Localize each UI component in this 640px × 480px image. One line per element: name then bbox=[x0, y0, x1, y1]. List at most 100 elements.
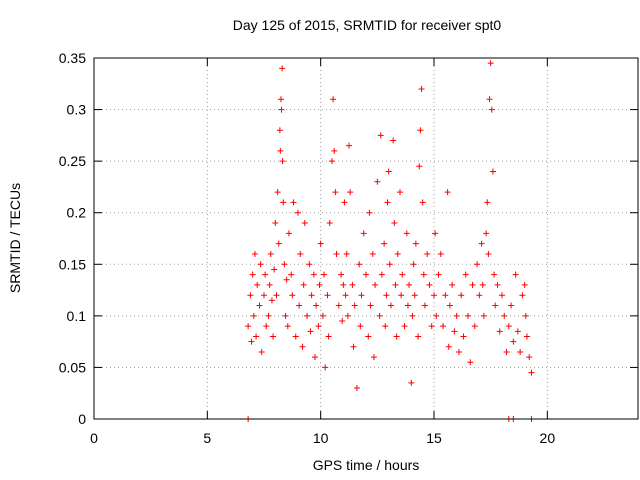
data-point bbox=[274, 189, 281, 196]
data-point bbox=[273, 292, 280, 299]
data-point bbox=[313, 302, 320, 309]
data-point bbox=[247, 292, 254, 299]
data-point bbox=[376, 312, 383, 319]
data-point bbox=[415, 333, 422, 340]
data-point bbox=[307, 328, 314, 335]
x-tick-label: 10 bbox=[313, 430, 329, 446]
data-point bbox=[306, 261, 313, 268]
data-point bbox=[289, 292, 296, 299]
data-point bbox=[343, 250, 350, 257]
data-point bbox=[344, 312, 351, 319]
data-point bbox=[437, 250, 444, 257]
data-point bbox=[275, 240, 282, 247]
data-point bbox=[341, 199, 348, 206]
data-point bbox=[285, 230, 292, 237]
data-point bbox=[329, 158, 335, 165]
data-point bbox=[326, 220, 333, 227]
data-point bbox=[484, 199, 491, 206]
data-point bbox=[406, 281, 413, 288]
data-point bbox=[248, 338, 255, 345]
data-point bbox=[432, 230, 439, 237]
data-point bbox=[508, 302, 515, 309]
data-point bbox=[478, 240, 485, 247]
y-tick-label: 0.3 bbox=[67, 102, 87, 118]
data-point bbox=[386, 261, 393, 268]
data-point bbox=[399, 271, 406, 278]
data-point bbox=[505, 323, 512, 330]
data-point bbox=[420, 271, 427, 278]
x-tick-label: 5 bbox=[203, 430, 211, 446]
data-point bbox=[265, 312, 272, 319]
data-point bbox=[277, 147, 284, 154]
data-point bbox=[465, 312, 471, 319]
data-point bbox=[304, 312, 311, 319]
data-point bbox=[330, 96, 337, 103]
data-point bbox=[510, 338, 517, 345]
y-tick-label: 0 bbox=[78, 411, 86, 427]
data-point bbox=[283, 276, 290, 283]
data-point bbox=[479, 281, 486, 288]
data-point bbox=[308, 292, 315, 299]
data-point bbox=[398, 292, 405, 299]
data-point bbox=[435, 271, 442, 278]
data-point bbox=[397, 189, 403, 196]
data-point bbox=[332, 189, 339, 196]
data-point bbox=[347, 189, 354, 196]
data-point bbox=[428, 323, 435, 330]
data-point bbox=[272, 220, 279, 227]
grid-lines bbox=[94, 58, 638, 419]
data-point bbox=[358, 292, 365, 299]
data-point bbox=[282, 312, 289, 319]
x-axis-title: GPS time / hours bbox=[313, 457, 420, 473]
data-point bbox=[492, 302, 499, 309]
data-point bbox=[281, 261, 288, 268]
data-point bbox=[453, 312, 460, 319]
data-point bbox=[296, 302, 303, 309]
data-point bbox=[385, 168, 392, 175]
data-point bbox=[356, 261, 363, 268]
data-point bbox=[278, 96, 284, 103]
data-point bbox=[458, 292, 465, 299]
data-point bbox=[394, 250, 401, 257]
data-point bbox=[421, 302, 428, 309]
data-point bbox=[384, 199, 391, 206]
data-point bbox=[431, 292, 437, 299]
data-point bbox=[444, 189, 451, 196]
data-point bbox=[290, 199, 297, 206]
data-point bbox=[335, 302, 342, 309]
data-point bbox=[251, 250, 258, 257]
data-point bbox=[489, 168, 496, 175]
data-point bbox=[317, 240, 324, 247]
data-point bbox=[390, 137, 397, 144]
data-point bbox=[446, 302, 453, 309]
data-point bbox=[416, 163, 423, 170]
y-tick-label: 0.25 bbox=[59, 153, 86, 169]
data-point bbox=[412, 240, 419, 247]
data-point bbox=[449, 281, 456, 288]
data-point bbox=[409, 312, 416, 319]
data-point bbox=[451, 328, 458, 335]
data-point bbox=[378, 271, 385, 278]
data-point bbox=[250, 312, 257, 319]
data-point bbox=[300, 281, 307, 288]
data-point bbox=[262, 271, 269, 278]
data-point bbox=[295, 209, 301, 216]
data-point bbox=[528, 369, 535, 376]
data-point bbox=[280, 199, 287, 206]
data-point bbox=[266, 281, 273, 288]
chart-title: Day 125 of 2015, SRMTID for receiver spt… bbox=[233, 17, 502, 33]
data-point bbox=[365, 333, 372, 340]
data-point bbox=[349, 281, 356, 288]
data-point bbox=[514, 328, 521, 335]
data-point bbox=[512, 271, 519, 278]
y-tick-label: 0.15 bbox=[59, 256, 86, 272]
data-point bbox=[271, 266, 278, 273]
data-point bbox=[351, 302, 358, 309]
data-point bbox=[408, 379, 415, 386]
data-point bbox=[519, 292, 526, 299]
data-point bbox=[301, 220, 308, 227]
plot-frame bbox=[93, 57, 639, 420]
data-point bbox=[254, 281, 261, 288]
data-point bbox=[360, 230, 367, 237]
